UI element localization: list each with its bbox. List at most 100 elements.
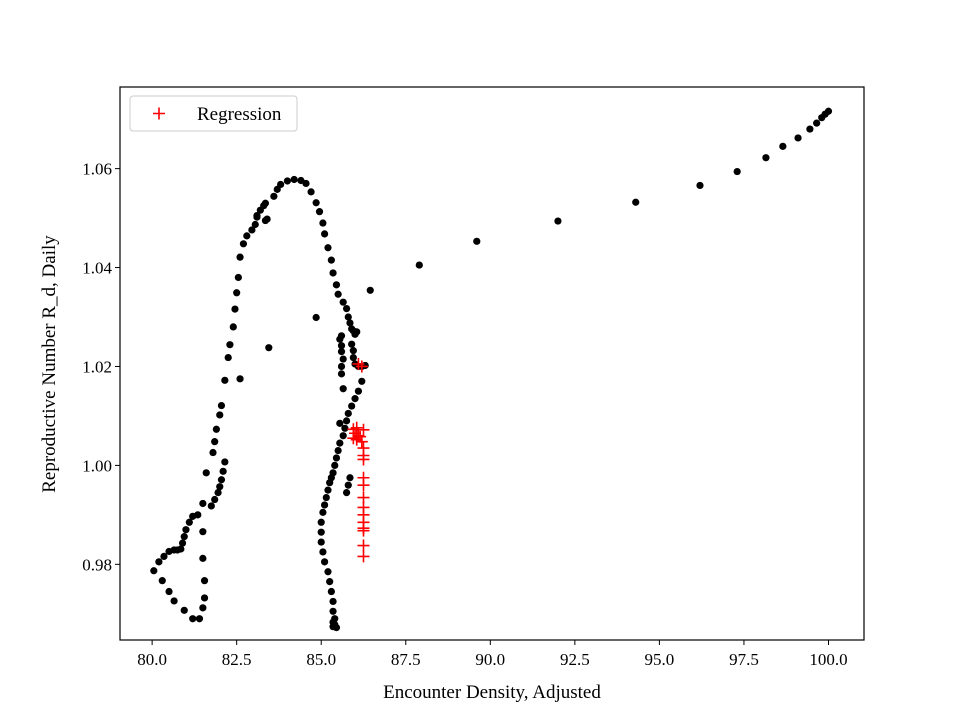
- regression-point: [357, 539, 370, 552]
- data-point: [207, 502, 215, 510]
- data-point: [233, 289, 241, 297]
- data-point: [265, 344, 273, 352]
- data-point: [334, 446, 342, 455]
- data-point: [329, 269, 337, 277]
- data-point: [231, 305, 239, 313]
- data-point: [248, 226, 256, 234]
- data-point: [342, 417, 351, 425]
- x-tick-label: 90.0: [475, 650, 505, 669]
- data-point: [337, 370, 346, 378]
- x-tick-label: 80.0: [137, 650, 167, 669]
- data-point: [319, 548, 327, 556]
- regression-point: [357, 524, 370, 537]
- data-point: [319, 219, 327, 227]
- data-point: [209, 448, 217, 457]
- data-point: [321, 230, 329, 238]
- x-tick-label: 97.5: [729, 650, 759, 669]
- data-point: [177, 545, 185, 553]
- data-point: [351, 330, 359, 338]
- data-point: [361, 361, 369, 370]
- data-point: [160, 552, 168, 561]
- data-point: [824, 107, 833, 115]
- data-point: [342, 488, 351, 497]
- data-point: [224, 353, 232, 362]
- data-point: [349, 353, 357, 362]
- x-axis-label: Encounter Density, Adjusted: [383, 682, 601, 703]
- data-point: [324, 486, 332, 494]
- y-tick-label: 1.02: [82, 357, 112, 376]
- data-point: [180, 606, 188, 614]
- data-point: [317, 528, 325, 536]
- data-point: [331, 461, 339, 469]
- data-point: [226, 341, 234, 349]
- data-point: [211, 438, 219, 446]
- y-tick-label: 1.04: [82, 259, 112, 278]
- data-point: [312, 313, 320, 322]
- data-point: [779, 142, 787, 150]
- data-point: [239, 240, 248, 248]
- data-point: [170, 597, 178, 605]
- y-tick-label: 1.06: [82, 160, 112, 179]
- legend-plus-marker: [153, 107, 165, 120]
- data-point: [165, 587, 173, 596]
- data-point: [344, 481, 352, 489]
- regression-point: [352, 357, 365, 370]
- data-point: [348, 402, 356, 410]
- data-point: [554, 217, 562, 225]
- regression-point: [354, 430, 367, 443]
- data-point: [346, 319, 354, 327]
- data-point: [354, 387, 363, 395]
- data-point: [321, 558, 329, 566]
- data-point: [351, 395, 359, 403]
- data-point: [326, 479, 334, 487]
- regression-point: [357, 550, 370, 563]
- data-point: [341, 424, 349, 432]
- data-point: [344, 313, 352, 321]
- y-tick-label: 1.00: [82, 456, 112, 475]
- data-point: [366, 286, 374, 294]
- legend-label: Regression: [197, 104, 282, 125]
- data-point: [339, 298, 347, 306]
- data-layer: [150, 107, 833, 632]
- data-point: [195, 615, 204, 623]
- data-point: [261, 199, 270, 207]
- legend-box: [129, 95, 298, 132]
- data-point: [234, 273, 242, 282]
- data-point: [199, 499, 207, 508]
- data-point: [194, 511, 202, 519]
- data-point: [290, 175, 298, 184]
- data-point: [339, 432, 347, 440]
- data-point: [307, 188, 315, 196]
- data-point: [794, 134, 802, 142]
- data-point: [202, 469, 210, 477]
- x-tick-label: 82.5: [222, 650, 252, 669]
- data-point: [336, 335, 344, 343]
- data-point: [346, 474, 354, 482]
- data-point: [199, 528, 207, 536]
- x-tick-label: 85.0: [306, 650, 336, 669]
- data-point: [277, 180, 285, 189]
- data-point: [216, 483, 224, 491]
- data-point: [324, 244, 332, 252]
- data-point: [219, 467, 227, 475]
- data-point: [315, 208, 324, 216]
- regression-point: [355, 435, 368, 448]
- data-point: [342, 304, 351, 313]
- data-point: [217, 476, 226, 484]
- data-point: [283, 177, 291, 185]
- data-point: [632, 198, 640, 206]
- data-point: [158, 577, 166, 585]
- data-point: [155, 558, 163, 566]
- data-point: [813, 119, 821, 127]
- y-axis-label: Reproductive Number R_d, Daily: [39, 235, 60, 493]
- data-point: [332, 281, 341, 289]
- data-point: [415, 261, 423, 269]
- data-point: [214, 488, 222, 497]
- regression-point: [357, 479, 370, 492]
- data-point: [200, 577, 209, 585]
- x-tick-label: 92.5: [560, 650, 590, 669]
- x-axis-ticks: 80.0 82.5 85.0 87.5 90.0 92.5 95.0 97.5 100.0: [137, 640, 848, 669]
- data-point: [243, 232, 251, 240]
- data-point: [348, 340, 356, 348]
